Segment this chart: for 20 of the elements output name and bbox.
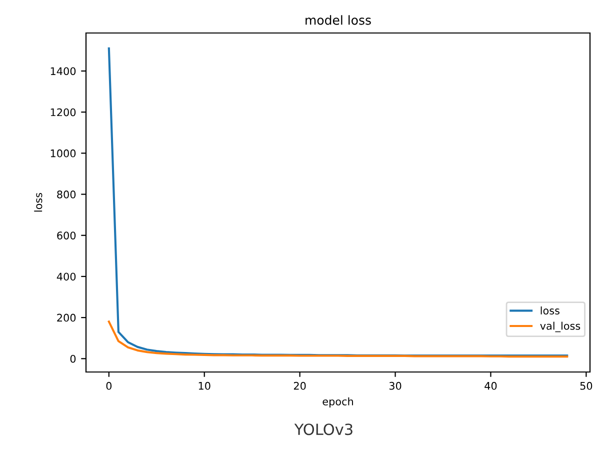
legend-label: val_loss: [540, 322, 580, 332]
y-tick-label: 600: [57, 232, 76, 240]
x-tick-label: 40: [484, 382, 497, 390]
x-tick-label: 10: [198, 382, 210, 390]
chart-title: model loss: [306, 15, 371, 25]
y-tick-label: 400: [56, 272, 76, 281]
x-tick-label: 0: [106, 382, 112, 390]
text: YOLOv3: [294, 424, 352, 436]
y-tick-label: 0: [70, 354, 76, 363]
y-tick-label: 1000: [50, 149, 76, 158]
y-tick-label: 1200: [50, 108, 76, 116]
x-tick-label: 20: [294, 382, 306, 390]
y-tick-label: 200: [57, 314, 76, 322]
y-axis-title: loss: [34, 192, 42, 212]
y-tick-label: 1400: [50, 67, 76, 76]
y-tick-label: 800: [57, 190, 76, 198]
legend-label: loss: [540, 306, 560, 315]
x-tick-label: 30: [389, 382, 402, 390]
x-tick-label: 50: [580, 382, 592, 390]
x-axis-title: epoch: [322, 397, 353, 408]
